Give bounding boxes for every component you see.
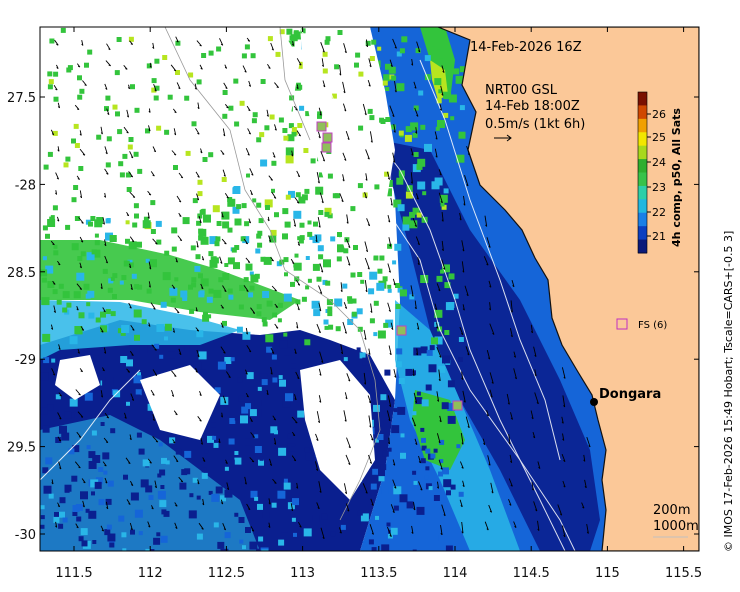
- current-source: NRT00 GSL: [485, 83, 558, 98]
- colorbar-tick-label: 26: [652, 108, 666, 121]
- land-mass: [437, 27, 699, 551]
- current-scale: 0.5m/s (1kt 6h): [485, 117, 585, 132]
- observation-markers: [316, 121, 463, 411]
- town-marker-icon: [590, 398, 598, 406]
- depth-contours: [40, 27, 576, 551]
- colorbar-tick-label: 22: [652, 206, 666, 219]
- x-tick-label: 113.5: [360, 566, 397, 581]
- x-tick-label: 112: [138, 566, 163, 581]
- sea-surface-temperature-layer: [40, 27, 606, 551]
- y-tick-label: 27.5: [7, 91, 36, 106]
- colorbar-tick-label: 21: [652, 230, 666, 243]
- x-tick-label: 112.5: [208, 566, 245, 581]
- plot-frame: [39, 26, 700, 552]
- colorbar-tick-label: 24: [652, 156, 666, 169]
- station-marker-icon: [616, 318, 628, 330]
- current-time: 14-Feb 18:00Z: [485, 99, 580, 114]
- depth-legend-1000: 1000m: [653, 519, 699, 534]
- x-tick-label: 113: [290, 566, 315, 581]
- colorbar-tick-label: 23: [652, 181, 666, 194]
- town-label: Dongara: [599, 387, 661, 402]
- grey-contours: [164, 27, 381, 521]
- current-vectors: [50, 36, 591, 540]
- y-tick-label: -28: [15, 178, 36, 193]
- y-tick-label: -29: [15, 353, 36, 368]
- depth-legend-200: 200m: [653, 503, 690, 518]
- side-caption: © IMOS 17-Feb-2026 15:49 Hobart; Tscale=…: [722, 231, 735, 552]
- colorbar-tick-label: 25: [652, 131, 666, 144]
- x-tick-label: 114.5: [513, 566, 550, 581]
- scale-arrow-icon: [494, 134, 512, 142]
- y-tick-label: -30: [15, 528, 36, 543]
- colorbar-title: 4h comp, p50, All Sats: [670, 108, 683, 247]
- y-tick-label: 29.5: [7, 441, 36, 456]
- x-tick-label: 114: [443, 566, 468, 581]
- x-tick-label: 115: [595, 566, 620, 581]
- station-label: FS (6): [638, 320, 667, 331]
- map-datetime: 14-Feb-2026 16Z: [470, 40, 582, 55]
- colorbar: 21 22 23 24 25 26: [637, 91, 666, 254]
- y-axis: 27.5 -28 28.5 -29 29.5 -30: [7, 91, 699, 543]
- x-tick-label: 115.5: [665, 566, 702, 581]
- x-axis: 111.5 112 112.5 113 113.5 114 114.5 115 115.5: [55, 27, 702, 581]
- x-tick-label: 111.5: [55, 566, 92, 581]
- y-tick-label: 28.5: [7, 266, 36, 281]
